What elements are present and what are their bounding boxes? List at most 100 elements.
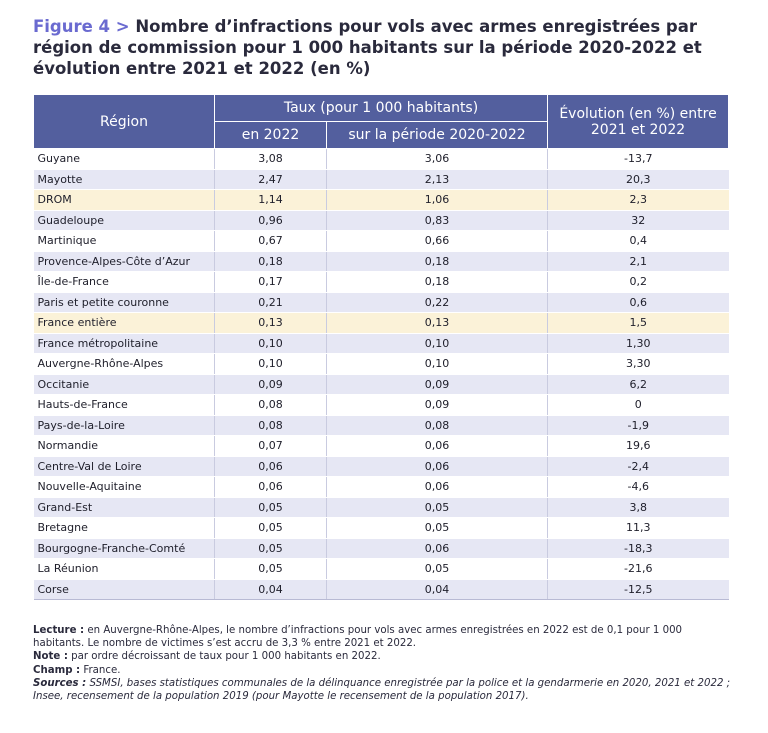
cell-region: France entière — [33, 312, 215, 334]
cell-rate-period: 0,05 — [326, 497, 549, 518]
cell-region: Guadeloupe — [33, 210, 215, 231]
cell-rate-period: 0,10 — [326, 353, 549, 375]
cell-region: Martinique — [33, 230, 215, 252]
cell-rate-2022: 0,10 — [214, 333, 327, 354]
figure-title-text: Nombre d’infractions pour vols avec arme… — [33, 17, 702, 78]
cell-rate-2022: 3,08 — [214, 148, 327, 170]
table-row: Nouvelle-Aquitaine 0,06 0,06 -4,6 — [33, 476, 729, 498]
table-row: Bourgogne-Franche-Comté 0,05 0,06 -18,3 — [33, 538, 729, 559]
cell-rate-period: 0,13 — [326, 312, 549, 334]
header-rate-2022: en 2022 — [214, 121, 327, 149]
table-row: Occitanie 0,09 0,09 6,2 — [33, 374, 729, 395]
cell-region: Corse — [33, 579, 215, 600]
header-rate-group: Taux (pour 1 000 habitants) — [213, 94, 549, 122]
cell-rate-2022: 0,17 — [214, 271, 327, 293]
cell-rate-period: 0,06 — [326, 538, 549, 559]
cell-evolution: 2,3 — [547, 189, 729, 211]
lecture-label: Lecture : — [33, 625, 85, 636]
header-rate-period: sur la période 2020-2022 — [325, 121, 549, 149]
cell-rate-period: 2,13 — [326, 169, 549, 190]
cell-rate-period: 0,18 — [326, 271, 549, 293]
cell-rate-2022: 0,10 — [214, 353, 327, 375]
table-row: Centre-Val de Loire 0,06 0,06 -2,4 — [33, 456, 729, 477]
cell-evolution: -13,7 — [547, 148, 729, 170]
cell-rate-2022: 0,09 — [214, 374, 327, 395]
cell-evolution: -21,6 — [547, 558, 729, 580]
lecture-text: en Auvergne-Rhône-Alpes, le nombre d’inf… — [33, 625, 683, 650]
note-sources: Sources : SSMSI, bases statistiques comm… — [33, 677, 733, 703]
cell-evolution: 0 — [547, 394, 729, 416]
cell-rate-2022: 0,67 — [214, 230, 327, 252]
cell-rate-period: 0,04 — [326, 579, 549, 600]
cell-region: France métropolitaine — [33, 333, 215, 354]
cell-region: Hauts-de-France — [33, 394, 215, 416]
cell-evolution: 1,30 — [547, 333, 729, 354]
cell-rate-period: 0,05 — [326, 517, 549, 539]
cell-region: Auvergne-Rhône-Alpes — [33, 353, 215, 375]
table-row: Auvergne-Rhône-Alpes 0,10 0,10 3,30 — [33, 353, 729, 375]
cell-region: DROM — [33, 189, 215, 211]
cell-region: Guyane — [33, 148, 215, 170]
table-row: Guyane 3,08 3,06 -13,7 — [33, 148, 729, 170]
sources-text: SSMSI, bases statistiques communales de … — [33, 677, 731, 703]
cell-region: Île-de-France — [33, 271, 215, 293]
cell-rate-2022: 0,05 — [214, 517, 327, 539]
cell-rate-2022: 2,47 — [214, 169, 327, 190]
data-table: Région Taux (pour 1 000 habitants) Évolu… — [33, 94, 730, 600]
notes: Lecture : en Auvergne-Rhône-Alpes, le no… — [33, 624, 733, 703]
note-champ: Champ : France. — [33, 664, 733, 677]
table-row: Guadeloupe 0,96 0,83 32 — [33, 210, 729, 231]
cell-rate-period: 3,06 — [326, 148, 549, 170]
header-region: Région — [33, 94, 215, 149]
cell-rate-2022: 0,21 — [214, 292, 327, 313]
cell-rate-2022: 1,14 — [214, 189, 327, 211]
table-row: Martinique 0,67 0,66 0,4 — [33, 230, 729, 252]
table-row: France métropolitaine 0,10 0,10 1,30 — [33, 333, 729, 354]
cell-rate-period: 0,83 — [326, 210, 549, 231]
cell-rate-period: 0,18 — [326, 251, 549, 272]
cell-rate-period: 0,09 — [326, 394, 549, 416]
table-row: La Réunion 0,05 0,05 -21,6 — [33, 558, 729, 580]
cell-rate-2022: 0,05 — [214, 497, 327, 518]
cell-region: Paris et petite couronne — [33, 292, 215, 313]
cell-region: Provence-Alpes-Côte d’Azur — [33, 251, 215, 272]
cell-rate-period: 0,22 — [326, 292, 549, 313]
champ-text: France. — [80, 664, 121, 676]
cell-evolution: -4,6 — [547, 476, 729, 498]
figure-label: Figure 4 > — [33, 17, 130, 36]
cell-evolution: 2,1 — [547, 251, 729, 272]
cell-rate-2022: 0,05 — [214, 538, 327, 559]
cell-rate-period: 0,66 — [326, 230, 549, 252]
note-label: Note : — [33, 651, 68, 663]
cell-rate-period: 0,10 — [326, 333, 549, 354]
cell-region: Nouvelle-Aquitaine — [33, 476, 215, 498]
champ-label: Champ : — [33, 664, 81, 676]
cell-evolution: 1,5 — [547, 312, 729, 334]
cell-rate-period: 0,09 — [326, 374, 549, 395]
cell-rate-period: 0,06 — [326, 456, 549, 477]
cell-rate-2022: 0,13 — [214, 312, 327, 334]
cell-rate-2022: 0,07 — [214, 435, 327, 457]
cell-evolution: 19,6 — [547, 435, 729, 457]
cell-rate-2022: 0,08 — [214, 394, 327, 416]
cell-region: Centre-Val de Loire — [33, 456, 215, 477]
cell-evolution: 0,4 — [547, 230, 729, 252]
cell-evolution: 6,2 — [547, 374, 729, 395]
cell-rate-period: 0,05 — [326, 558, 549, 580]
cell-rate-2022: 0,96 — [214, 210, 327, 231]
table-row: Normandie 0,07 0,06 19,6 — [33, 435, 729, 457]
note-text: par ordre décroissant de taux pour 1 000… — [67, 651, 381, 663]
cell-evolution: -1,9 — [547, 415, 729, 436]
note-note: Note : par ordre décroissant de taux pou… — [33, 650, 733, 663]
cell-evolution: 20,3 — [547, 169, 729, 190]
table-row: France entière 0,13 0,13 1,5 — [33, 312, 729, 334]
table-row: Paris et petite couronne 0,21 0,22 0,6 — [33, 292, 729, 313]
cell-evolution: 32 — [547, 210, 729, 231]
cell-rate-2022: 0,08 — [214, 415, 327, 436]
cell-rate-2022: 0,06 — [214, 456, 327, 477]
table-row: Grand-Est 0,05 0,05 3,8 — [33, 497, 729, 518]
cell-region: Mayotte — [33, 169, 215, 190]
cell-rate-2022: 0,04 — [214, 579, 327, 600]
table-row: Île-de-France 0,17 0,18 0,2 — [33, 271, 729, 293]
